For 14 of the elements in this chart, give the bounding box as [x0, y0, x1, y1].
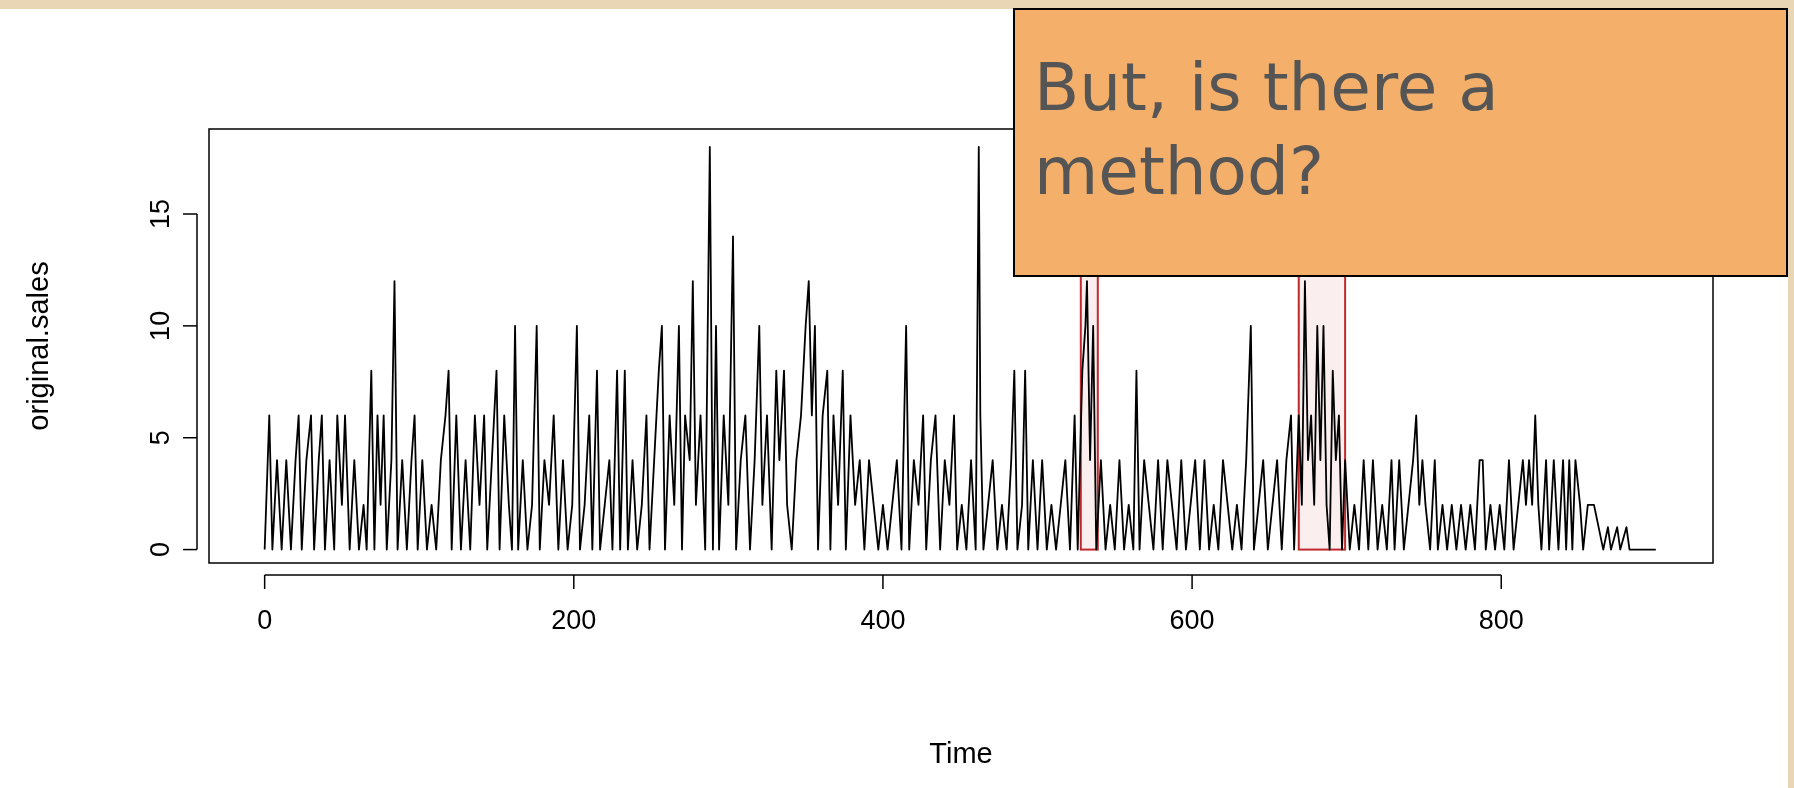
y-axis-title: original.sales	[22, 261, 54, 431]
x-tick-label: 400	[860, 605, 906, 635]
annotation: But, is there a method?	[1034, 49, 1499, 210]
x-tick-label: 800	[1478, 605, 1524, 635]
y-tick-label: 15	[145, 198, 175, 230]
callout-box: But, is there a method?	[1013, 8, 1788, 277]
line-series	[263, 146, 1657, 551]
y-tick-label: 5	[145, 430, 175, 446]
y-tick-label: 0	[145, 542, 175, 558]
x-tick-label: 0	[257, 605, 273, 635]
x-axis-title: Time	[929, 737, 993, 769]
x-tick-label: 600	[1169, 605, 1215, 635]
x-tick-label: 200	[551, 605, 597, 635]
y-tick-label: 10	[145, 310, 175, 341]
